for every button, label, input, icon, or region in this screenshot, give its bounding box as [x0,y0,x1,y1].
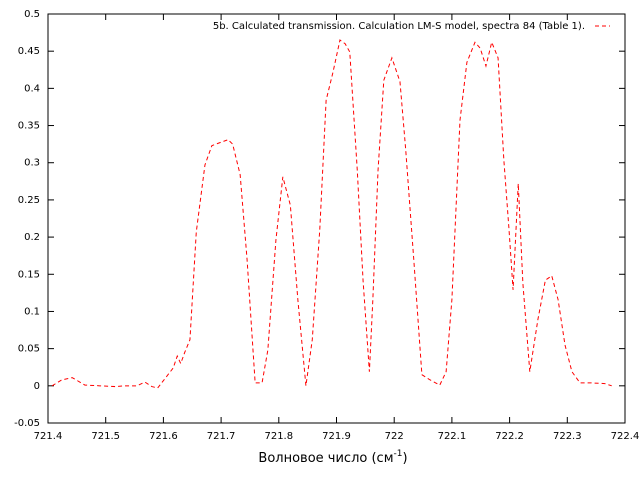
series-line [51,39,612,389]
x-tick-label: 721.6 [149,431,178,442]
x-tick-label: 721.5 [91,431,120,442]
y-tick-label: 0.4 [24,83,40,94]
x-tick-label: 722.2 [495,431,524,442]
plot-frame [47,13,626,424]
x-tick-label: 722.4 [611,431,640,442]
x-tick-label: 721.7 [207,431,236,442]
y-tick-label: 0.5 [24,9,40,20]
x-tick-label: 721.8 [264,431,293,442]
x-label-text: Волновое число (см [258,451,393,466]
legend-label: 5b. Calculated transmission. Calculation… [213,21,585,32]
y-tick-label: 0.2 [24,232,40,243]
x-tick-label: 722.1 [438,431,467,442]
y-tick-label: 0.25 [18,195,40,206]
y-tick-label: 0 [34,381,40,392]
y-tick-label: 0.15 [18,269,40,280]
y-tick-label: 0.05 [18,344,40,355]
x-label-suffix: ) [402,451,407,466]
x-tick-label: 722 [385,431,404,442]
y-tick-label: 0.1 [24,306,40,317]
x-tick-label: 722.3 [553,431,582,442]
x-axis-label: Волновое число (см-1) [258,449,407,466]
x-tick-label: 721.4 [34,431,63,442]
x-label-superscript: -1 [394,449,403,459]
y-tick-label: 0.3 [24,158,40,169]
y-tick-label: -0.05 [14,418,40,429]
x-tick-label: 721.9 [322,431,351,442]
y-tick-label: 0.45 [18,46,40,57]
y-tick-label: 0.35 [18,121,40,132]
